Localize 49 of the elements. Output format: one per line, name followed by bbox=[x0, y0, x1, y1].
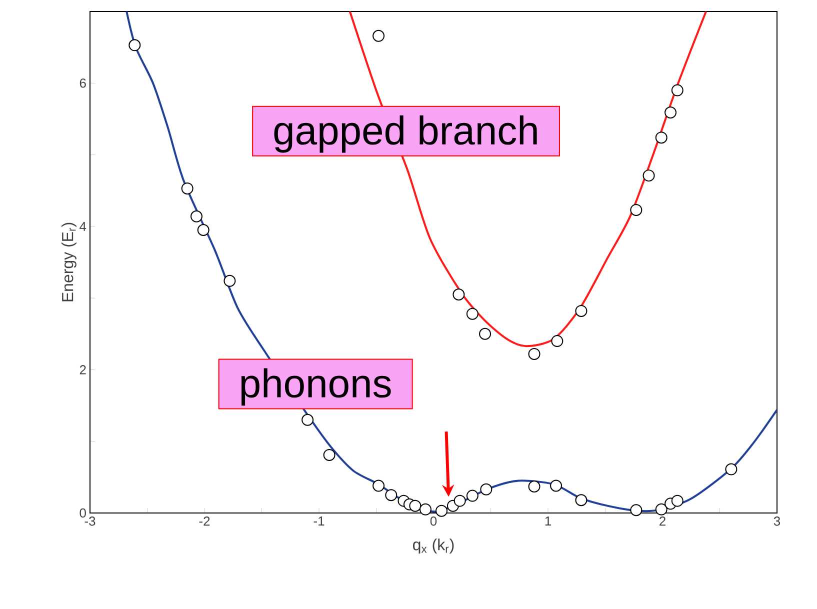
point bbox=[550, 480, 562, 492]
point bbox=[452, 288, 465, 300]
point bbox=[630, 504, 642, 516]
y-tick-label: 6 bbox=[80, 78, 86, 88]
x-tick-label: -2 bbox=[199, 516, 210, 526]
point bbox=[409, 500, 422, 512]
point bbox=[302, 414, 314, 426]
point bbox=[181, 182, 194, 194]
y-tick-label: 0 bbox=[80, 508, 86, 518]
point bbox=[466, 490, 478, 502]
x-tick-label: 0 bbox=[430, 516, 437, 526]
point bbox=[480, 483, 492, 496]
point bbox=[655, 503, 668, 516]
x-tick-label: 3 bbox=[774, 516, 780, 526]
series-label: gapped branch bbox=[274, 115, 537, 153]
x-tick-label: -1 bbox=[314, 516, 324, 526]
point bbox=[323, 448, 336, 461]
point bbox=[671, 84, 684, 96]
point bbox=[575, 304, 588, 317]
point bbox=[436, 504, 448, 517]
point bbox=[372, 30, 385, 42]
point bbox=[224, 274, 236, 287]
x-tick-label: 1 bbox=[545, 516, 551, 526]
x-axis-title: q$_{x}$ (k$_{r}$) bbox=[413, 538, 454, 554]
point bbox=[372, 480, 385, 492]
series-label: phonons bbox=[241, 368, 391, 406]
x-tick-label: -3 bbox=[84, 516, 96, 526]
point bbox=[419, 503, 432, 516]
point bbox=[725, 463, 738, 476]
y-tick-label: 2 bbox=[80, 365, 86, 374]
point bbox=[671, 494, 684, 507]
point bbox=[630, 204, 642, 216]
point bbox=[197, 224, 210, 236]
y-tick-label: 4 bbox=[80, 222, 86, 231]
point bbox=[575, 494, 588, 506]
x-tick-label: 2 bbox=[660, 516, 666, 526]
point bbox=[466, 308, 478, 320]
point bbox=[454, 494, 466, 507]
point bbox=[479, 328, 492, 340]
point bbox=[190, 210, 202, 222]
point bbox=[655, 132, 668, 144]
point bbox=[128, 39, 141, 52]
point bbox=[551, 335, 564, 348]
point bbox=[528, 480, 540, 492]
point bbox=[528, 348, 540, 360]
point bbox=[385, 489, 398, 502]
point bbox=[664, 106, 677, 119]
y-axis-title: Energy (E$_{r}$) bbox=[61, 222, 76, 302]
point bbox=[642, 170, 655, 182]
